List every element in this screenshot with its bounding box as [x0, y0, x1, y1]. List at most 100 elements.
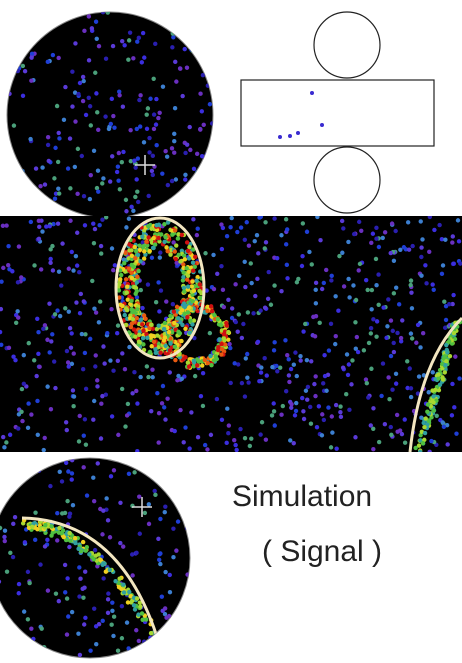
hit	[117, 576, 121, 580]
hit	[101, 619, 105, 623]
hit	[32, 263, 36, 267]
hit	[73, 536, 77, 540]
hit	[165, 249, 169, 253]
hit	[82, 194, 86, 198]
hit	[140, 611, 144, 615]
hit	[251, 311, 255, 315]
hit	[232, 438, 236, 442]
hit	[440, 272, 444, 276]
hit	[190, 322, 194, 326]
hit	[57, 131, 61, 135]
hit	[222, 332, 226, 336]
hit	[33, 538, 37, 542]
hit	[161, 384, 165, 388]
hit	[22, 353, 26, 357]
hit	[116, 165, 120, 169]
hit	[270, 365, 274, 369]
hit	[82, 433, 86, 437]
hit	[371, 406, 375, 410]
hit	[264, 437, 268, 441]
hit	[191, 260, 195, 264]
hit	[384, 336, 388, 340]
hit	[333, 342, 337, 346]
hit	[305, 398, 309, 402]
hit	[93, 548, 97, 552]
hit	[133, 195, 137, 199]
hit	[451, 234, 455, 238]
hit	[159, 288, 163, 292]
hit	[243, 436, 247, 440]
hit	[190, 299, 194, 303]
hit	[452, 262, 456, 266]
hit	[75, 231, 79, 235]
hit	[168, 590, 172, 594]
hit	[34, 374, 38, 378]
hit	[173, 106, 177, 110]
hit	[77, 594, 81, 598]
hit	[185, 315, 189, 319]
hit	[272, 348, 276, 352]
hit	[305, 230, 309, 234]
hit	[96, 461, 100, 465]
hit	[67, 545, 71, 549]
hit	[375, 319, 379, 323]
hit	[289, 367, 293, 371]
hit	[37, 237, 41, 241]
hit	[99, 401, 103, 405]
hit	[334, 446, 338, 450]
hit	[201, 167, 205, 171]
hit	[443, 370, 447, 374]
hit	[33, 510, 37, 514]
hit	[393, 229, 397, 233]
hit	[10, 474, 14, 478]
hit	[443, 363, 447, 367]
hit	[200, 363, 204, 367]
hit	[101, 508, 105, 512]
hit	[87, 14, 91, 18]
hit	[21, 64, 25, 68]
hit	[134, 177, 138, 181]
hit	[390, 221, 394, 225]
hit	[310, 262, 314, 266]
hit	[28, 644, 32, 648]
hit	[188, 581, 192, 585]
hit	[65, 576, 69, 580]
hit	[23, 636, 27, 640]
hit	[106, 518, 110, 522]
hit	[293, 350, 297, 354]
hit	[46, 143, 50, 147]
hit	[40, 229, 44, 233]
hit	[25, 652, 29, 656]
hit	[215, 272, 219, 276]
hit	[119, 273, 123, 277]
hit	[300, 254, 304, 258]
hit	[287, 357, 291, 361]
hit	[258, 432, 262, 436]
hit	[154, 223, 158, 227]
hit	[410, 244, 414, 248]
hit	[249, 281, 253, 285]
hit	[301, 221, 305, 225]
hit	[12, 38, 16, 42]
hit	[389, 251, 393, 255]
hit	[122, 261, 126, 265]
hit	[182, 440, 186, 444]
hit	[417, 374, 421, 378]
hit	[237, 274, 241, 278]
hit	[96, 128, 100, 132]
hit	[94, 353, 98, 357]
hit	[35, 527, 39, 531]
hit	[210, 25, 214, 29]
hit	[302, 417, 306, 421]
hit	[14, 29, 18, 33]
hit	[431, 394, 435, 398]
hit	[183, 177, 187, 181]
hit	[354, 298, 358, 302]
hit	[259, 365, 263, 369]
hit	[399, 336, 403, 340]
hit	[152, 127, 156, 131]
hit	[288, 438, 292, 442]
hit	[157, 207, 161, 211]
hit	[236, 330, 240, 334]
hit	[108, 568, 112, 572]
